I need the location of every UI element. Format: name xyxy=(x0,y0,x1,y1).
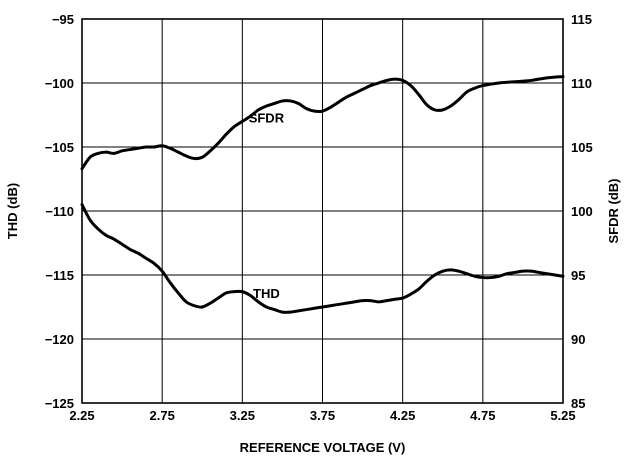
series-label-thd: THD xyxy=(253,286,280,301)
right-y-tick-label: 85 xyxy=(571,396,585,411)
right-y-tick-label: 100 xyxy=(571,204,593,219)
right-y-tick-label: 110 xyxy=(571,76,592,91)
left-y-tick-label: −95 xyxy=(52,12,74,27)
plot-frame xyxy=(81,18,564,404)
x-tick-label: 5.25 xyxy=(550,408,575,423)
grid-lines xyxy=(82,19,563,403)
left-y-tick-label: −120 xyxy=(45,332,74,347)
x-tick-label: 2.75 xyxy=(150,408,175,423)
left-y-tick-labels: −95 −100 −105 −110 −115 −120 −125 xyxy=(45,12,74,411)
series-lines xyxy=(80,75,565,314)
left-y-tick-label: −100 xyxy=(45,76,74,91)
x-axis-label: REFERENCE VOLTAGE (V) xyxy=(240,440,406,455)
left-y-tick-label: −115 xyxy=(45,268,74,283)
series-line-thd xyxy=(80,203,565,314)
left-y-axis-label: THD (dB) xyxy=(5,183,20,239)
x-tick-labels: 2.25 2.75 3.25 3.75 4.25 4.75 5.25 xyxy=(69,408,575,423)
right-y-tick-labels: 115 110 105 100 95 90 85 xyxy=(571,12,593,411)
right-y-tick-label: 115 xyxy=(571,12,592,27)
x-tick-label: 2.25 xyxy=(69,408,94,423)
series-label-sfdr: SFDR xyxy=(249,111,285,126)
series-labels: SFDR THD xyxy=(249,111,285,301)
left-y-tick-label: −125 xyxy=(45,396,74,411)
right-y-tick-label: 90 xyxy=(571,332,585,347)
x-tick-label: 3.25 xyxy=(230,408,255,423)
x-tick-label: 3.75 xyxy=(310,408,335,423)
right-y-tick-label: 105 xyxy=(571,140,593,155)
series-line-sfdr xyxy=(80,75,565,171)
left-y-tick-label: −110 xyxy=(45,204,74,219)
right-y-tick-label: 95 xyxy=(571,268,585,283)
right-y-axis-label: SFDR (dB) xyxy=(606,179,621,244)
left-y-tick-label: −105 xyxy=(45,140,74,155)
x-tick-label: 4.75 xyxy=(470,408,495,423)
x-tick-label: 4.25 xyxy=(390,408,415,423)
